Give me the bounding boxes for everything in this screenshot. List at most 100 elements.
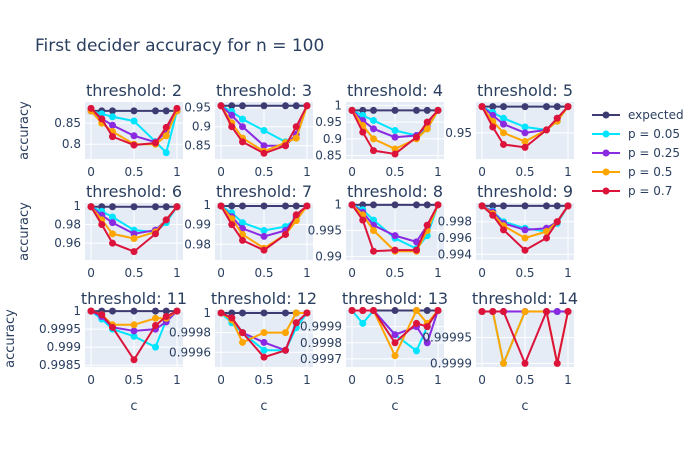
legend-swatch-marker [602,187,610,195]
data-point [228,123,236,131]
data-point [109,213,117,221]
data-point [87,203,95,211]
y-axis-title: accuracy [3,309,18,368]
data-point [173,203,181,211]
x-tick-label: 0.5 [385,165,404,179]
y-tick-label: 0.99 [184,218,211,232]
data-point [162,312,170,320]
y-tick-label: 1 [203,198,211,212]
data-point [500,103,508,111]
data-point [260,202,268,210]
x-tick-label: 0.5 [254,165,273,179]
data-point [412,201,420,209]
data-point [423,118,431,126]
x-axis-title: c [130,399,137,414]
data-point [98,220,106,228]
series-4 [87,203,181,256]
legend-item[interactable]: p = 0.5 [592,165,672,179]
subplot-title: threshold: 9 [477,182,573,201]
data-point [370,226,378,234]
subplot-title: threshold: 7 [216,182,312,201]
data-point [553,359,561,367]
data-point [173,104,181,112]
data-point [412,347,420,355]
data-point [370,116,378,124]
data-point [292,134,300,142]
legend[interactable]: expected p = 0.05 p = 0.25 p = 0.5 p = 0.7 [592,108,684,198]
series-4 [348,306,442,347]
data-point [130,132,138,140]
subplot-title: threshold: 8 [347,182,443,201]
data-point [151,107,159,115]
y-tick-label: 0.95 [445,126,472,140]
data-point [109,203,117,211]
y-tick-label: 0.996 [438,231,472,245]
data-point [521,308,529,316]
y-tick-label: 0.95 [315,115,342,129]
data-point [370,106,378,114]
data-point [391,331,399,339]
data-point [292,123,300,131]
subplot-10: threshold: 12 0.9996 0.9998 1 0 0.5 1 [169,289,317,387]
data-point [239,236,247,244]
chart-title: First decider accuracy for n = 100 [35,36,324,56]
x-tick-label: 1 [434,266,442,280]
data-point [412,306,420,314]
data-point [292,319,300,327]
y-axis-titles: accuracy accuracy accuracy [3,101,32,368]
data-point [553,114,561,122]
data-point [260,329,268,337]
data-point [260,246,268,254]
data-point [542,234,550,242]
x-tick-label: 0.5 [515,266,534,280]
legend-item[interactable]: p = 0.7 [592,184,672,198]
data-point [359,201,367,209]
data-point [370,306,378,314]
series-4 [478,202,572,254]
x-tick-label: 0.5 [515,165,534,179]
data-point [130,332,138,340]
legend-swatch-marker [602,168,610,176]
data-point [359,106,367,114]
y-axis-title: accuracy [17,202,32,261]
data-point [151,230,159,238]
data-point [489,308,497,316]
data-point [98,110,106,118]
y-tick-label: 0.98 [54,217,81,231]
data-point [478,308,486,316]
legend-item[interactable]: p = 0.25 [592,146,680,160]
x-tick-label: 1 [564,165,572,179]
data-point [423,339,431,347]
data-point [130,203,138,211]
data-point [260,346,268,354]
y-tick-label: 0.9997 [300,352,342,366]
data-point [423,106,431,114]
data-point [489,211,497,219]
x-axis-title: c [391,399,398,414]
data-point [260,102,268,110]
data-point [281,309,289,317]
y-axis-title: accuracy [17,101,32,160]
legend-item[interactable]: expected [592,108,684,122]
subplot-8: threshold: 9 0.994 0.996 0.998 0 0.5 1 [438,182,574,280]
data-point [521,103,529,111]
data-point [281,329,289,337]
data-point [239,115,247,123]
data-point [109,113,117,121]
legend-label: expected [628,108,684,122]
series-4 [217,202,311,254]
y-tick-label: 0.998 [438,215,472,229]
data-point [292,309,300,317]
subplot-title: threshold: 14 [472,289,578,308]
x-tick-label: 1 [173,373,181,387]
x-tick-label: 0 [87,266,95,280]
series-4 [348,106,442,158]
data-point [359,319,367,327]
legend-item[interactable]: p = 0.05 [592,127,680,141]
data-point [500,120,508,128]
data-point [412,133,420,141]
data-point [359,128,367,136]
x-tick-label: 0.5 [124,165,143,179]
x-tick-label: 0.5 [385,373,404,387]
data-point [130,356,138,364]
